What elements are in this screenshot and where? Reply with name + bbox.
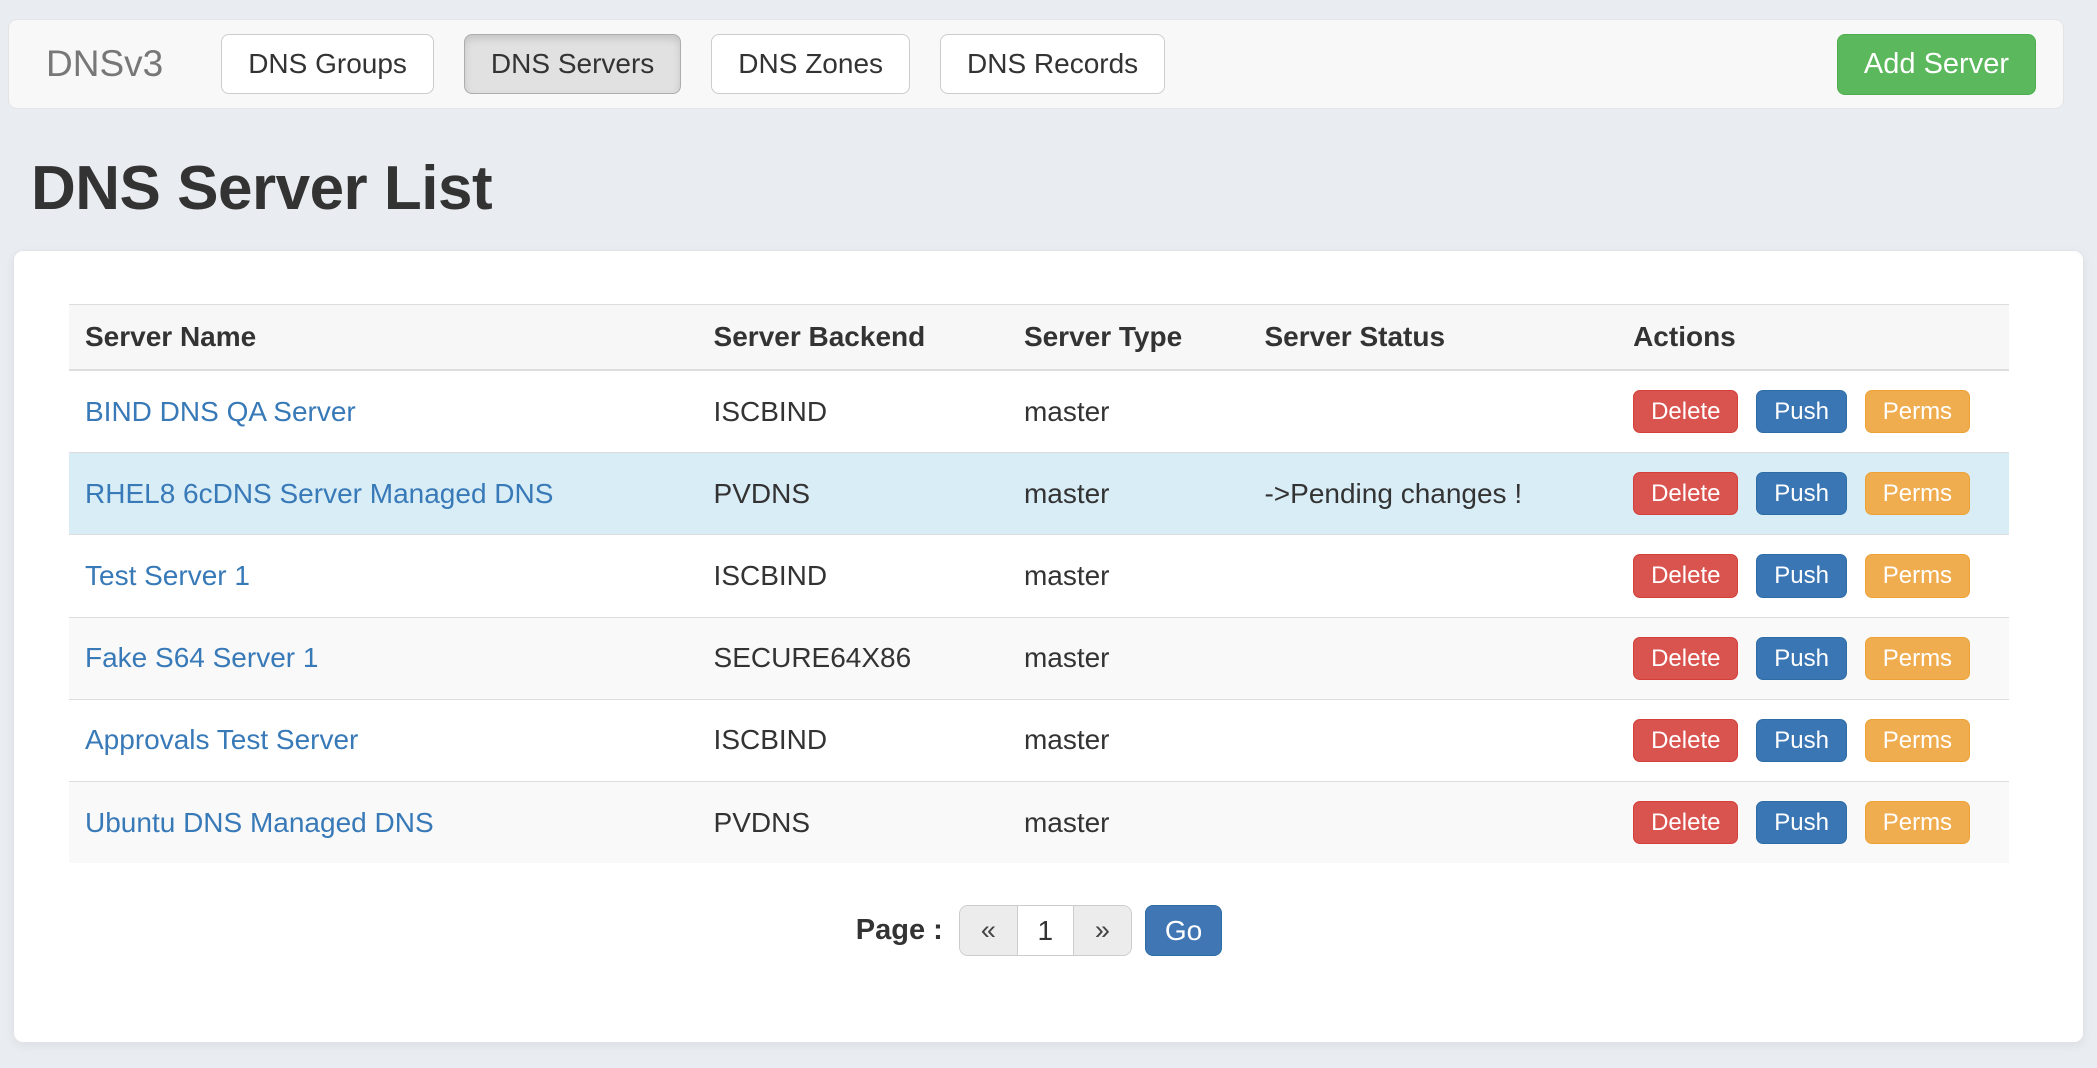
server-list-panel: Server Name Server Backend Server Type Serv… <box>13 250 2084 1044</box>
perms-button[interactable]: Perms <box>1864 636 1971 680</box>
server-name-link[interactable]: Ubuntu DNS Managed DNS <box>85 806 434 838</box>
column-header-server-backend: Server Backend <box>697 304 1008 371</box>
server-name-link[interactable]: BIND DNS QA Server <box>85 395 356 427</box>
server-name-cell: Fake S64 Server 1 <box>69 616 698 700</box>
actions-cell: Delete Push Perms <box>1617 780 2009 864</box>
perms-button[interactable]: Perms <box>1864 800 1971 845</box>
actions-cell: Delete Push Perms <box>1617 616 2009 700</box>
page-label: Page : <box>855 914 943 947</box>
server-type-cell: master <box>1007 534 1249 618</box>
table-row: BIND DNS QA Server ISCBIND master Delete… <box>69 369 2009 453</box>
add-server-button[interactable]: Add Server <box>1836 33 2036 95</box>
brand-logo: DNSv3 <box>46 43 164 84</box>
server-name-cell: Test Server 1 <box>69 534 698 618</box>
server-type-cell: master <box>1007 616 1249 700</box>
prev-page-button[interactable]: « <box>959 906 1017 956</box>
table-row: Ubuntu DNS Managed DNS PVDNS master Dele… <box>69 780 2009 864</box>
server-backend-cell: ISCBIND <box>697 534 1008 618</box>
server-backend-cell: ISCBIND <box>697 369 1008 453</box>
go-button[interactable]: Go <box>1144 905 1223 957</box>
delete-button[interactable]: Delete <box>1633 554 1739 598</box>
delete-button[interactable]: Delete <box>1633 636 1739 680</box>
column-header-server-type: Server Type <box>1007 304 1249 371</box>
server-status-cell <box>1248 698 1618 782</box>
server-type-cell: master <box>1007 780 1249 864</box>
server-backend-cell: PVDNS <box>697 780 1008 864</box>
server-name-link[interactable]: Approvals Test Server <box>85 724 359 756</box>
server-name-link[interactable]: Test Server 1 <box>85 559 250 591</box>
server-name-cell: Ubuntu DNS Managed DNS <box>69 780 698 864</box>
nav-item-dns-records[interactable]: DNS Records <box>940 34 1166 94</box>
nav-item-dns-zones[interactable]: DNS Zones <box>711 34 911 94</box>
page-title: DNS Server List <box>31 154 493 223</box>
perms-button[interactable]: Perms <box>1864 472 1971 516</box>
server-name-link[interactable]: Fake S64 Server 1 <box>85 642 319 674</box>
perms-button[interactable]: Perms <box>1864 718 1971 762</box>
server-name-cell: Approvals Test Server <box>69 698 698 782</box>
pager-group: « » <box>958 905 1132 957</box>
pagination: Page : « » Go <box>69 905 2009 957</box>
table-row: RHEL8 6cDNS Server Managed DNS PVDNS mas… <box>69 452 2009 535</box>
actions-cell: Delete Push Perms <box>1617 452 2009 535</box>
push-button[interactable]: Push <box>1756 718 1847 762</box>
actions-cell: Delete Push Perms <box>1617 698 2009 782</box>
server-name-link[interactable]: RHEL8 6cDNS Server Managed DNS <box>85 477 554 509</box>
push-button[interactable]: Push <box>1756 800 1847 845</box>
server-status-cell <box>1248 534 1618 618</box>
delete-button[interactable]: Delete <box>1633 800 1739 845</box>
server-type-cell: master <box>1007 369 1249 453</box>
server-backend-cell: SECURE64X86 <box>697 616 1008 700</box>
push-button[interactable]: Push <box>1756 554 1847 598</box>
push-button[interactable]: Push <box>1756 472 1847 516</box>
page-number-input[interactable] <box>1016 906 1074 956</box>
nav-button-group: DNS Groups DNS Servers DNS Zones DNS Record… <box>221 34 1195 94</box>
server-backend-cell: PVDNS <box>697 452 1008 535</box>
perms-button[interactable]: Perms <box>1864 390 1971 434</box>
server-type-cell: master <box>1007 698 1249 782</box>
next-page-button[interactable]: » <box>1073 906 1131 956</box>
delete-button[interactable]: Delete <box>1633 472 1739 516</box>
table-row: Approvals Test Server ISCBIND master Del… <box>69 698 2009 782</box>
table-header: Server Name Server Backend Server Type Serv… <box>69 304 2009 371</box>
server-status-cell: ->Pending changes ! <box>1248 452 1618 535</box>
server-name-cell: RHEL8 6cDNS Server Managed DNS <box>69 452 698 535</box>
column-header-actions: Actions <box>1617 304 2009 371</box>
server-status-cell <box>1248 616 1618 700</box>
navbar: DNSv3 DNS Groups DNS Servers DNS Zones DNS … <box>8 19 2064 109</box>
table-row: Test Server 1 ISCBIND master Delete Push… <box>69 534 2009 618</box>
server-backend-cell: ISCBIND <box>697 698 1008 782</box>
column-header-server-name: Server Name <box>69 304 698 371</box>
server-type-cell: master <box>1007 452 1249 535</box>
nav-item-dns-servers[interactable]: DNS Servers <box>463 34 682 94</box>
server-name-cell: BIND DNS QA Server <box>69 369 698 453</box>
delete-button[interactable]: Delete <box>1633 718 1739 762</box>
server-status-cell <box>1248 369 1618 453</box>
table-row: Fake S64 Server 1 SECURE64X86 master Del… <box>69 616 2009 700</box>
perms-button[interactable]: Perms <box>1864 554 1971 598</box>
actions-cell: Delete Push Perms <box>1617 534 2009 618</box>
server-table: Server Name Server Backend Server Type Serv… <box>69 304 2009 864</box>
push-button[interactable]: Push <box>1756 636 1847 680</box>
delete-button[interactable]: Delete <box>1633 390 1739 434</box>
nav-item-dns-groups[interactable]: DNS Groups <box>221 34 434 94</box>
server-status-cell <box>1248 780 1618 864</box>
actions-cell: Delete Push Perms <box>1617 369 2009 453</box>
push-button[interactable]: Push <box>1756 390 1847 434</box>
column-header-server-status: Server Status <box>1248 304 1618 371</box>
